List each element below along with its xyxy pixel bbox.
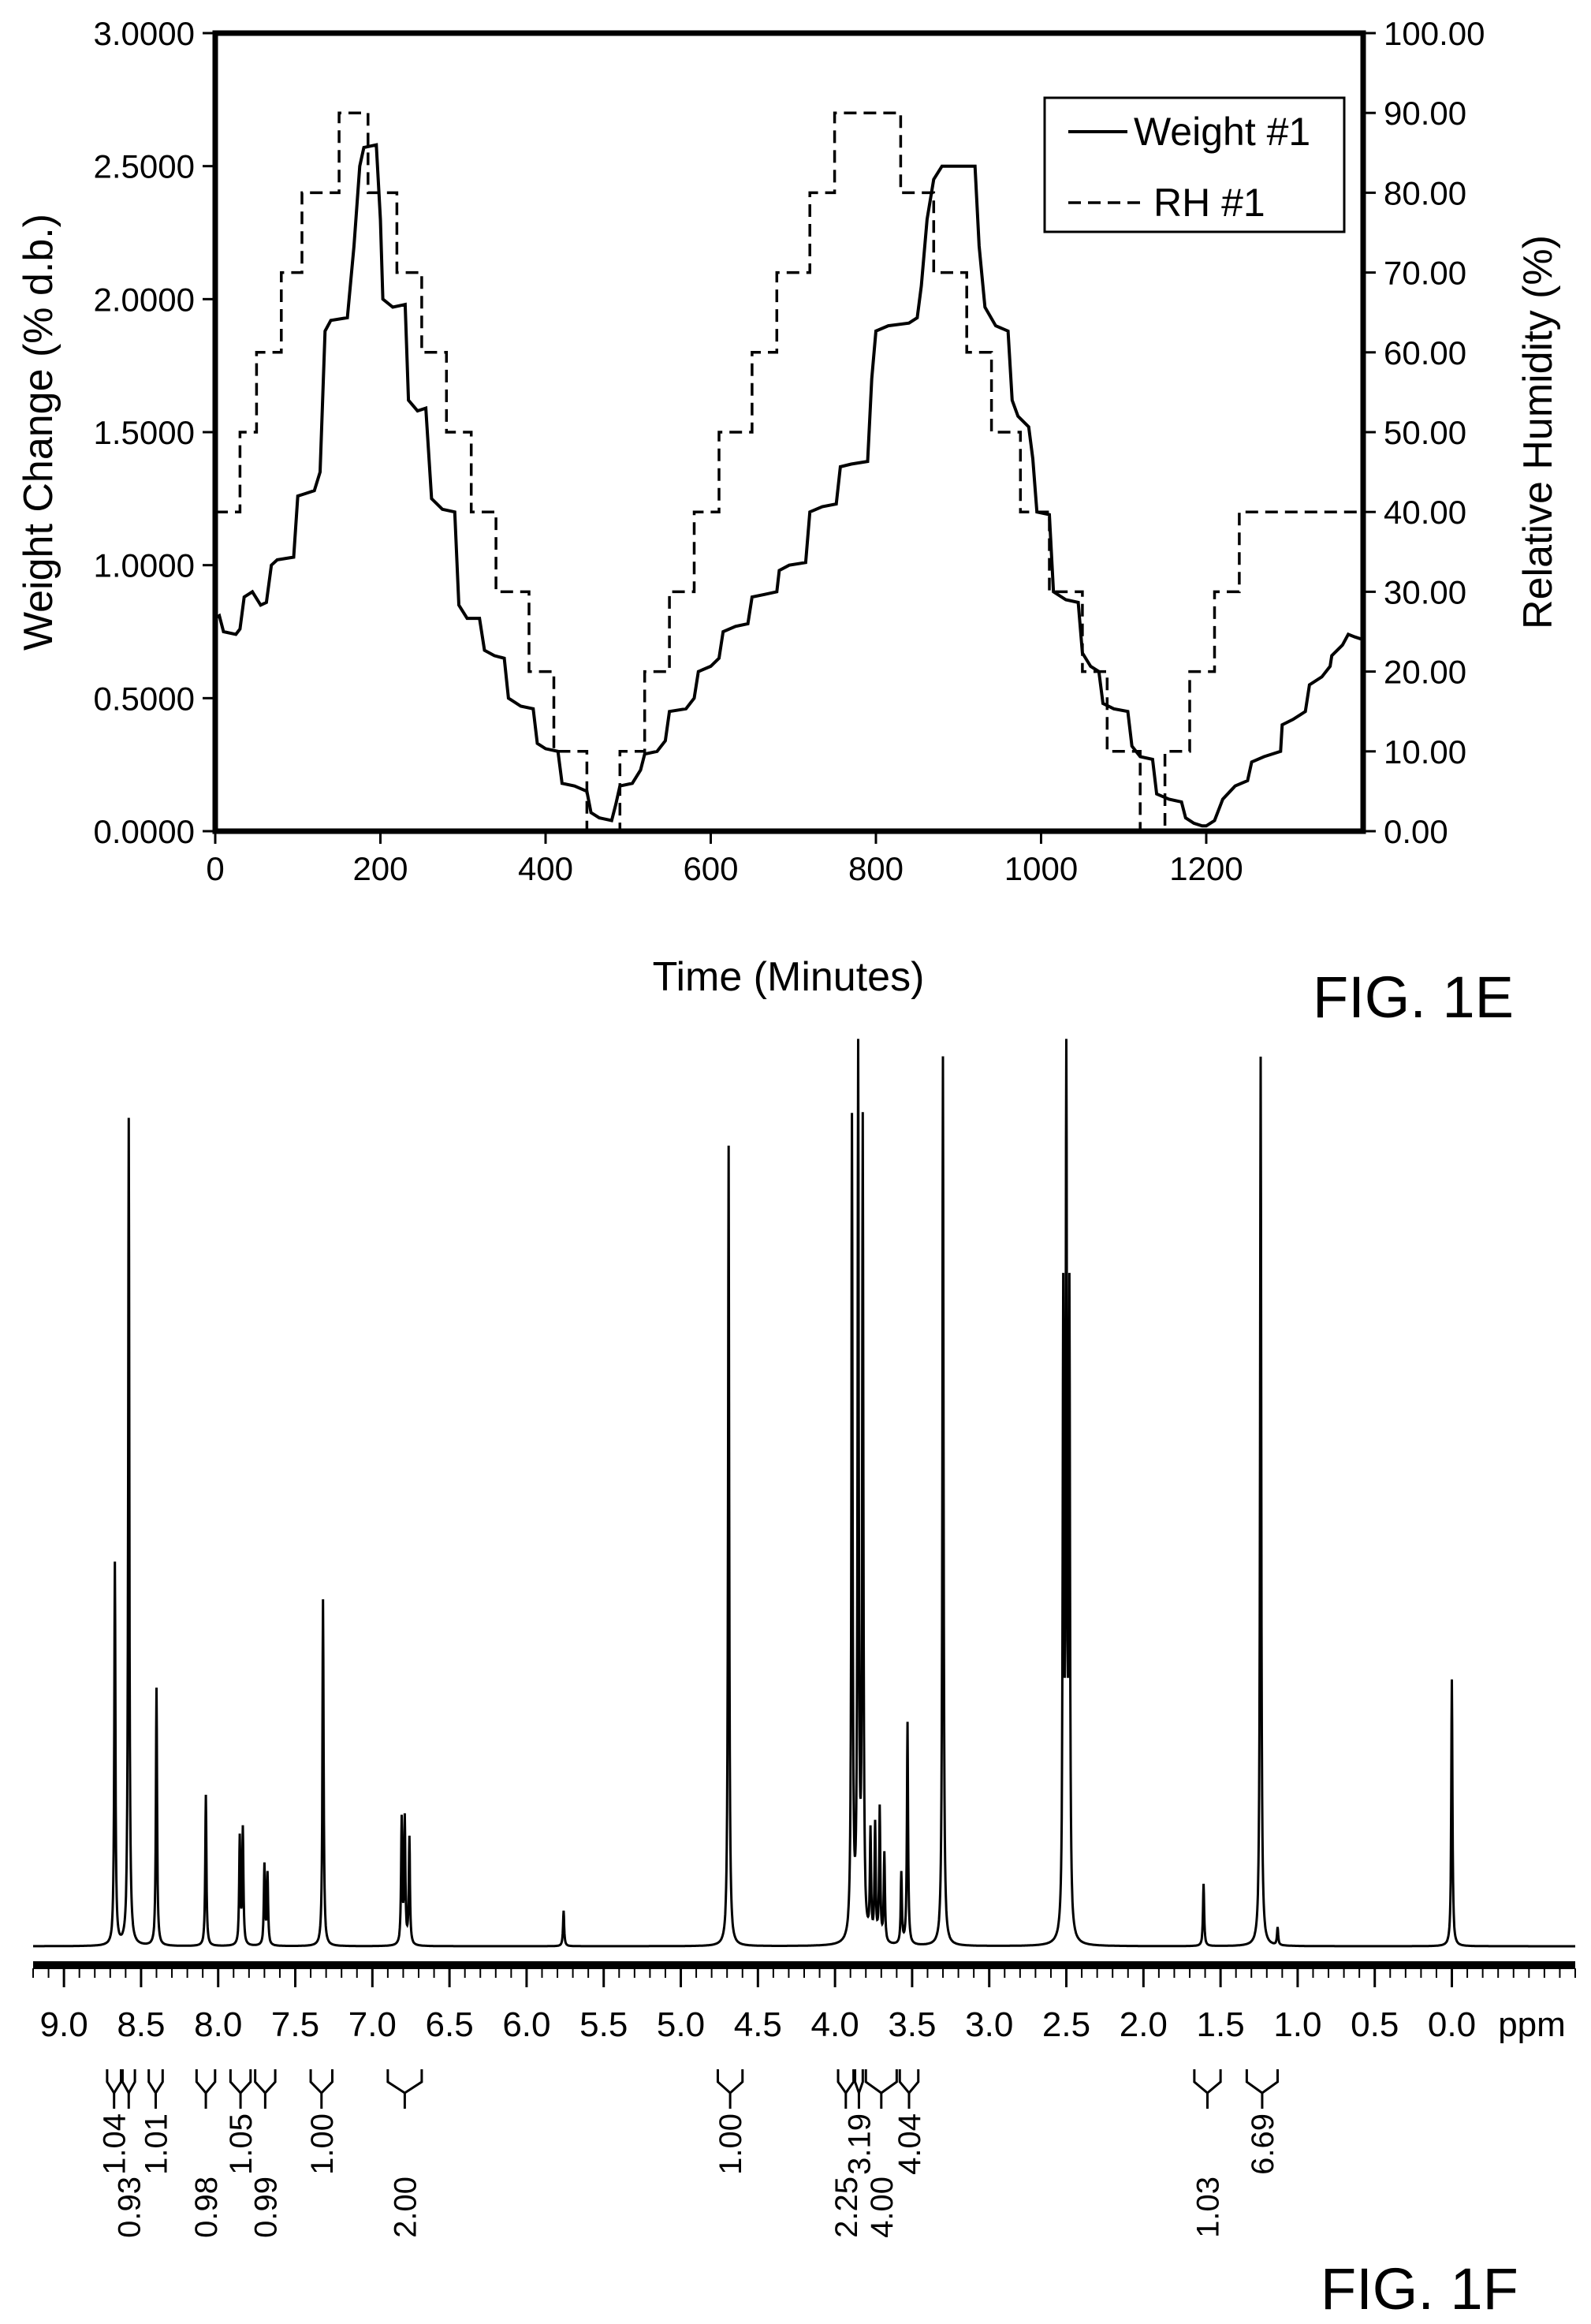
integral-value: 1.01 <box>140 2113 174 2175</box>
y-left-tick-label: 2.0000 <box>94 281 195 318</box>
y-right-tick-label: 30.00 <box>1384 573 1466 610</box>
ppm-tick-label: 6.5 <box>426 2005 474 2044</box>
x-axis-label: Time (Minutes) <box>653 954 925 1000</box>
integral-value: 3.19 <box>842 2113 877 2175</box>
integral-bracket <box>386 2069 423 2095</box>
integral-bracket <box>195 2069 217 2095</box>
integral-bracket <box>121 2069 136 2096</box>
ppm-axis-ticks: 9.0 8.5 8.0 7.5 7.0 6.5 6.0 5.5 5.0 4.5 4.0 3.5 3.0 2… <box>32 1968 1576 2044</box>
y-axis-right-label: Relative Humidity (%) <box>1515 235 1561 629</box>
integral-bracket <box>309 2069 333 2095</box>
integral-bracket <box>716 2069 744 2095</box>
series-line-rh1 <box>215 111 1363 833</box>
legend-label-weight1: Weight #1 <box>1134 110 1310 154</box>
y-right-tick-label: 0.00 <box>1384 813 1448 850</box>
y-left-tick-label: 2.5000 <box>94 148 195 185</box>
ppm-tick-label: 0.5 <box>1351 2005 1399 2044</box>
integral-value: 4.00 <box>865 2177 900 2238</box>
ppm-tick-label: 3.5 <box>888 2005 936 2044</box>
integral-value: 0.98 <box>189 2177 224 2238</box>
legend-label-rh1: RH #1 <box>1153 181 1265 225</box>
integral-value: 1.04 <box>98 2113 132 2175</box>
ppm-tick-label: 4.5 <box>734 2005 782 2044</box>
integral-brackets: 1.040.931.01 0.981.050.99 1.00 2.00 1.00 2.25… <box>98 2069 1280 2238</box>
ppm-tick-label: 2.5 <box>1042 2005 1090 2044</box>
integral-value: 2.25 <box>829 2177 864 2238</box>
y-left-tick-label: 1.5000 <box>94 414 195 451</box>
x-tick-label: 200 <box>352 850 408 887</box>
y-right-tick-label: 70.00 <box>1384 255 1466 292</box>
y-right-tick-label: 80.00 <box>1384 174 1466 211</box>
legend-box <box>1043 96 1346 233</box>
y-left-tick-label: 0.0000 <box>94 813 195 850</box>
ppm-tick-label: 8.5 <box>117 2005 165 2044</box>
figure-label-1e: FIG. 1E <box>1313 964 1514 1030</box>
ppm-tick-label: 7.0 <box>348 2005 397 2044</box>
nmr-spectrum-line <box>33 1039 1575 1948</box>
integral-value: 1.05 <box>224 2113 259 2175</box>
ppm-tick-label: 3.0 <box>965 2005 1013 2044</box>
y-right-tick-label: 60.00 <box>1384 334 1466 371</box>
y-axis-left-label: Weight Change (% d.b.) <box>16 214 61 651</box>
ppm-tick-label: 5.0 <box>657 2005 705 2044</box>
ppm-tick-label: 9.0 <box>40 2005 88 2044</box>
ppm-unit-label: ppm <box>1498 2005 1566 2044</box>
ppm-tick-label: 8.0 <box>194 2005 242 2044</box>
chart-fig-1e: 0 200 400 600 800 1000 1200 0.0000 0.5000 1.0000… <box>16 15 1561 1030</box>
ppm-tick-label: 6.0 <box>502 2005 550 2044</box>
ppm-tick-label: 7.5 <box>271 2005 319 2044</box>
y-left-tick-label: 3.0000 <box>94 15 195 52</box>
integral-bracket <box>229 2069 252 2095</box>
ppm-tick-label: 4.0 <box>811 2005 859 2044</box>
integral-bracket <box>147 2069 164 2095</box>
x-tick-label: 0 <box>206 850 224 887</box>
x-tick-label: 1200 <box>1169 850 1243 887</box>
ppm-tick-label: 2.0 <box>1120 2005 1168 2044</box>
x-axis-ticks: 0 200 400 600 800 1000 1200 <box>206 831 1243 887</box>
legend: Weight #1 RH #1 <box>1043 96 1346 233</box>
series-line-weight1 <box>214 143 1364 828</box>
y-left-tick-label: 1.0000 <box>94 547 195 584</box>
integral-value: 2.00 <box>388 2177 423 2238</box>
ppm-tick-label: 5.5 <box>579 2005 628 2044</box>
integral-bracket <box>836 2069 855 2095</box>
integral-bracket <box>106 2069 122 2095</box>
y-right-tick-label: 40.00 <box>1384 494 1466 531</box>
ppm-tick-label: 0.0 <box>1428 2005 1476 2044</box>
x-tick-label: 600 <box>683 850 738 887</box>
ppm-tick-label: 1.5 <box>1197 2005 1245 2044</box>
integral-bracket <box>1193 2069 1222 2095</box>
integral-value: 4.04 <box>892 2113 927 2175</box>
integral-bracket <box>854 2069 864 2097</box>
integral-value: 0.99 <box>248 2177 283 2238</box>
integral-bracket <box>898 2069 920 2095</box>
y-right-tick-label: 50.00 <box>1384 414 1466 451</box>
x-tick-label: 400 <box>518 850 573 887</box>
ppm-tick-label: 1.0 <box>1273 2005 1321 2044</box>
y-left-tick-label: 0.5000 <box>94 680 195 717</box>
y-axis-right-ticks: 0.00 10.00 20.00 30.00 40.00 50.00 60.00 70.00 8… <box>1363 15 1485 850</box>
integral-value: 0.93 <box>112 2177 147 2238</box>
y-axis-left-ticks: 0.0000 0.5000 1.0000 1.5000 2.0000 2.5000 3.00… <box>94 15 215 850</box>
integral-bracket <box>1245 2069 1279 2095</box>
integral-bracket <box>864 2069 898 2095</box>
integral-value: 1.00 <box>305 2113 340 2175</box>
x-tick-label: 800 <box>848 850 904 887</box>
integral-value: 6.69 <box>1246 2113 1280 2175</box>
y-right-tick-label: 20.00 <box>1384 654 1466 691</box>
figure-label-1f: FIG. 1F <box>1321 2256 1518 2322</box>
x-tick-label: 1000 <box>1004 850 1078 887</box>
integral-value: 1.03 <box>1190 2177 1225 2238</box>
y-right-tick-label: 100.00 <box>1384 15 1485 52</box>
integral-value: 1.00 <box>714 2113 748 2175</box>
y-right-tick-label: 10.00 <box>1384 733 1466 770</box>
chart-fig-1f: 9.0 8.5 8.0 7.5 7.0 6.5 6.0 5.5 5.0 4.5 4.0 3.5 3.0 2… <box>32 1039 1576 2322</box>
integral-bracket <box>254 2069 277 2095</box>
y-right-tick-label: 90.00 <box>1384 95 1466 132</box>
